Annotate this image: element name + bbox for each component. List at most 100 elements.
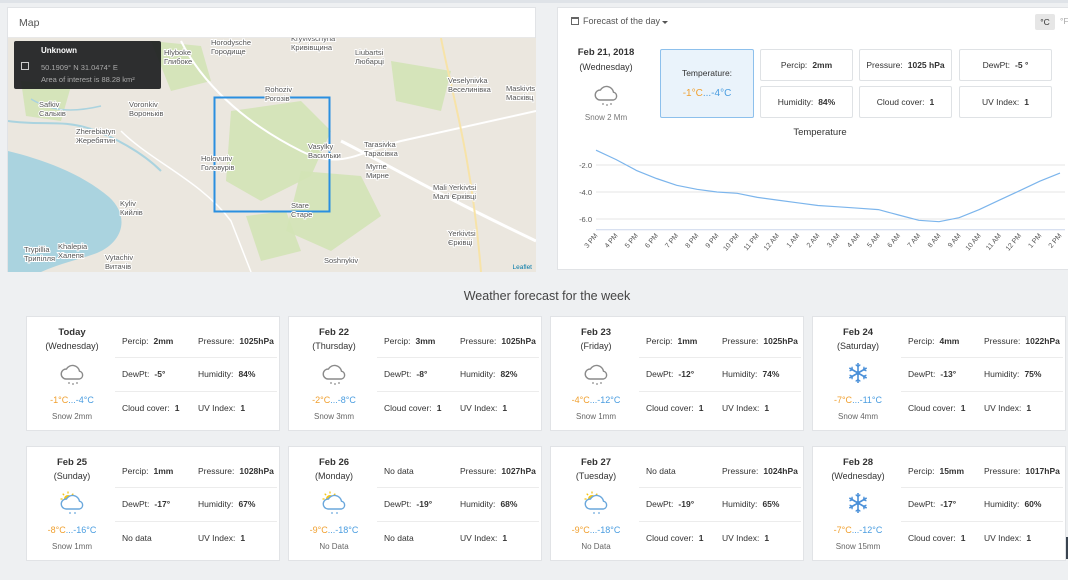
day-description: No Data [581,542,611,551]
day-weekday: (Sunday) [53,471,91,481]
detail-cell: Pressure: 1025hPa [715,325,801,359]
detail-label: Percip: [122,336,149,347]
temperature-high: -9°C [309,525,328,535]
divider [8,37,535,38]
detail-label: UV Index: [984,533,1022,544]
detail-cell: UV Index: 1 [715,522,801,555]
map-panel: Map Horodysche Городище Hlyboke Глибоке Kryvi… [7,7,536,272]
forecast-title[interactable]: Forecast of the day [583,16,661,26]
detail-cell: No data [639,455,715,489]
detail-cell: Cloud cover: 1 [115,392,191,425]
detail-value: 2mm [153,336,174,347]
detail-value: -19° [678,499,695,510]
forecast-description: Snow 2 Mm [584,113,628,122]
detail-label: Percip: [384,336,411,347]
stat-value: 84% [818,97,836,107]
day-description: Snow 1mm [575,412,616,421]
dropdown-caret [662,21,668,24]
weather-icon [60,364,84,385]
stat-label: UV Index: [981,97,1020,107]
detail-cell: DewPt: -17° [115,488,191,522]
day-date: Feb 27 [580,457,612,468]
detail-value: 1 [1026,533,1032,544]
place-name: Veselynivka [448,76,488,85]
temperature-high: -1°C [50,395,69,405]
day-temperature: -9°C...-18°C [289,525,379,535]
day-date: Feb 23 [580,327,612,338]
y-tick-label: -4.0 [579,188,592,197]
x-tick-label: 2 AM [806,232,822,249]
temperature-low: -4°C [75,395,94,405]
temperature-low: -12°C [597,395,621,405]
x-tick-label: 8 AM [927,232,943,249]
stat-box: UV Index: 1 [959,86,1052,118]
detail-value: 1017hPa [1025,466,1060,477]
x-tick-label: 6 PM [644,232,660,249]
detail-label: Humidity: [722,499,758,510]
weather-icon [60,491,84,514]
temperature-low: -18°C [335,525,359,535]
detail-cell: UV Index: 1 [191,392,277,425]
place-name: Рогозів [265,94,290,103]
place-name: Holovuriv [201,154,233,163]
detail-value: -5° [154,369,166,380]
week-title: Weather forecast for the week [463,289,631,303]
temperature-separator: ... [65,525,74,535]
place-name: Кривівщина [291,43,333,52]
map-river [8,120,162,172]
temperature-separator: ... [702,88,712,99]
stat-box: Percip: 2mm [760,49,853,81]
stat-label: Pressure: [866,60,903,70]
detail-value: 65% [762,499,780,510]
stat-label: Percip: [780,60,808,70]
temperature-separator: ... [589,395,598,405]
stat-box: Cloud cover: 1 [859,86,952,118]
detail-cell: DewPt: -5° [115,358,191,392]
detail-label: UV Index: [460,403,498,414]
draw-icon[interactable] [21,62,29,70]
place-name: Mali Yerkivtsi [433,183,477,192]
map-forest [286,171,381,251]
place-name: Voronkiv [129,100,158,109]
detail-cell: Pressure: 1025hPa [453,325,539,359]
detail-label: DewPt: [122,499,150,510]
detail-value: 1 [960,403,966,414]
detail-value: 4mm [939,336,960,347]
detail-cell: Humidity: 82% [453,358,539,392]
place-name: Витачів [105,262,131,271]
detail-cell: Percip: 15mm [901,455,977,489]
place-name: Старе [291,210,312,219]
detail-label: Cloud cover: [384,403,432,414]
forecast-date: Feb 21, 2018 [577,47,635,58]
detail-cell: Percip: 1mm [639,325,715,359]
detail-value: 84% [238,369,256,380]
day-description: No Data [319,542,349,551]
map-title: Map [19,17,40,29]
weather-icon [322,491,346,514]
detail-cell: DewPt: -19° [639,488,715,522]
weather-icon [594,85,618,106]
temperature-low: -4°C [711,88,732,99]
x-tick-label: 3 AM [826,232,842,249]
no-data: No data [384,466,414,477]
place-name: Мирне [366,171,389,180]
detail-cell: Humidity: 84% [191,358,277,392]
place-name: Васильки [308,151,341,160]
detail-value: 1 [960,533,966,544]
unit-button[interactable]: °C [1035,14,1055,30]
map-road [340,139,536,243]
place-name: Жеребятин [76,136,115,145]
map-river [30,98,102,111]
detail-label: Pressure: [984,336,1021,347]
unit-button[interactable]: °F [1060,16,1068,26]
detail-label: Pressure: [984,466,1021,477]
x-tick-label: 1 PM [1027,232,1043,249]
place-name: Horodysche [211,38,251,47]
detail-cell: Pressure: 1025hPa [191,325,277,359]
day-details: Percip: 3mm Pressure: 1025hPa DewPt: -8° Humid… [377,325,539,425]
day-weekday: (Tuesday) [575,471,617,481]
detail-value: 1022hPa [1025,336,1060,347]
detail-value: 82% [500,369,518,380]
stat-label: Cloud cover: [876,97,925,107]
map-road [180,40,536,161]
